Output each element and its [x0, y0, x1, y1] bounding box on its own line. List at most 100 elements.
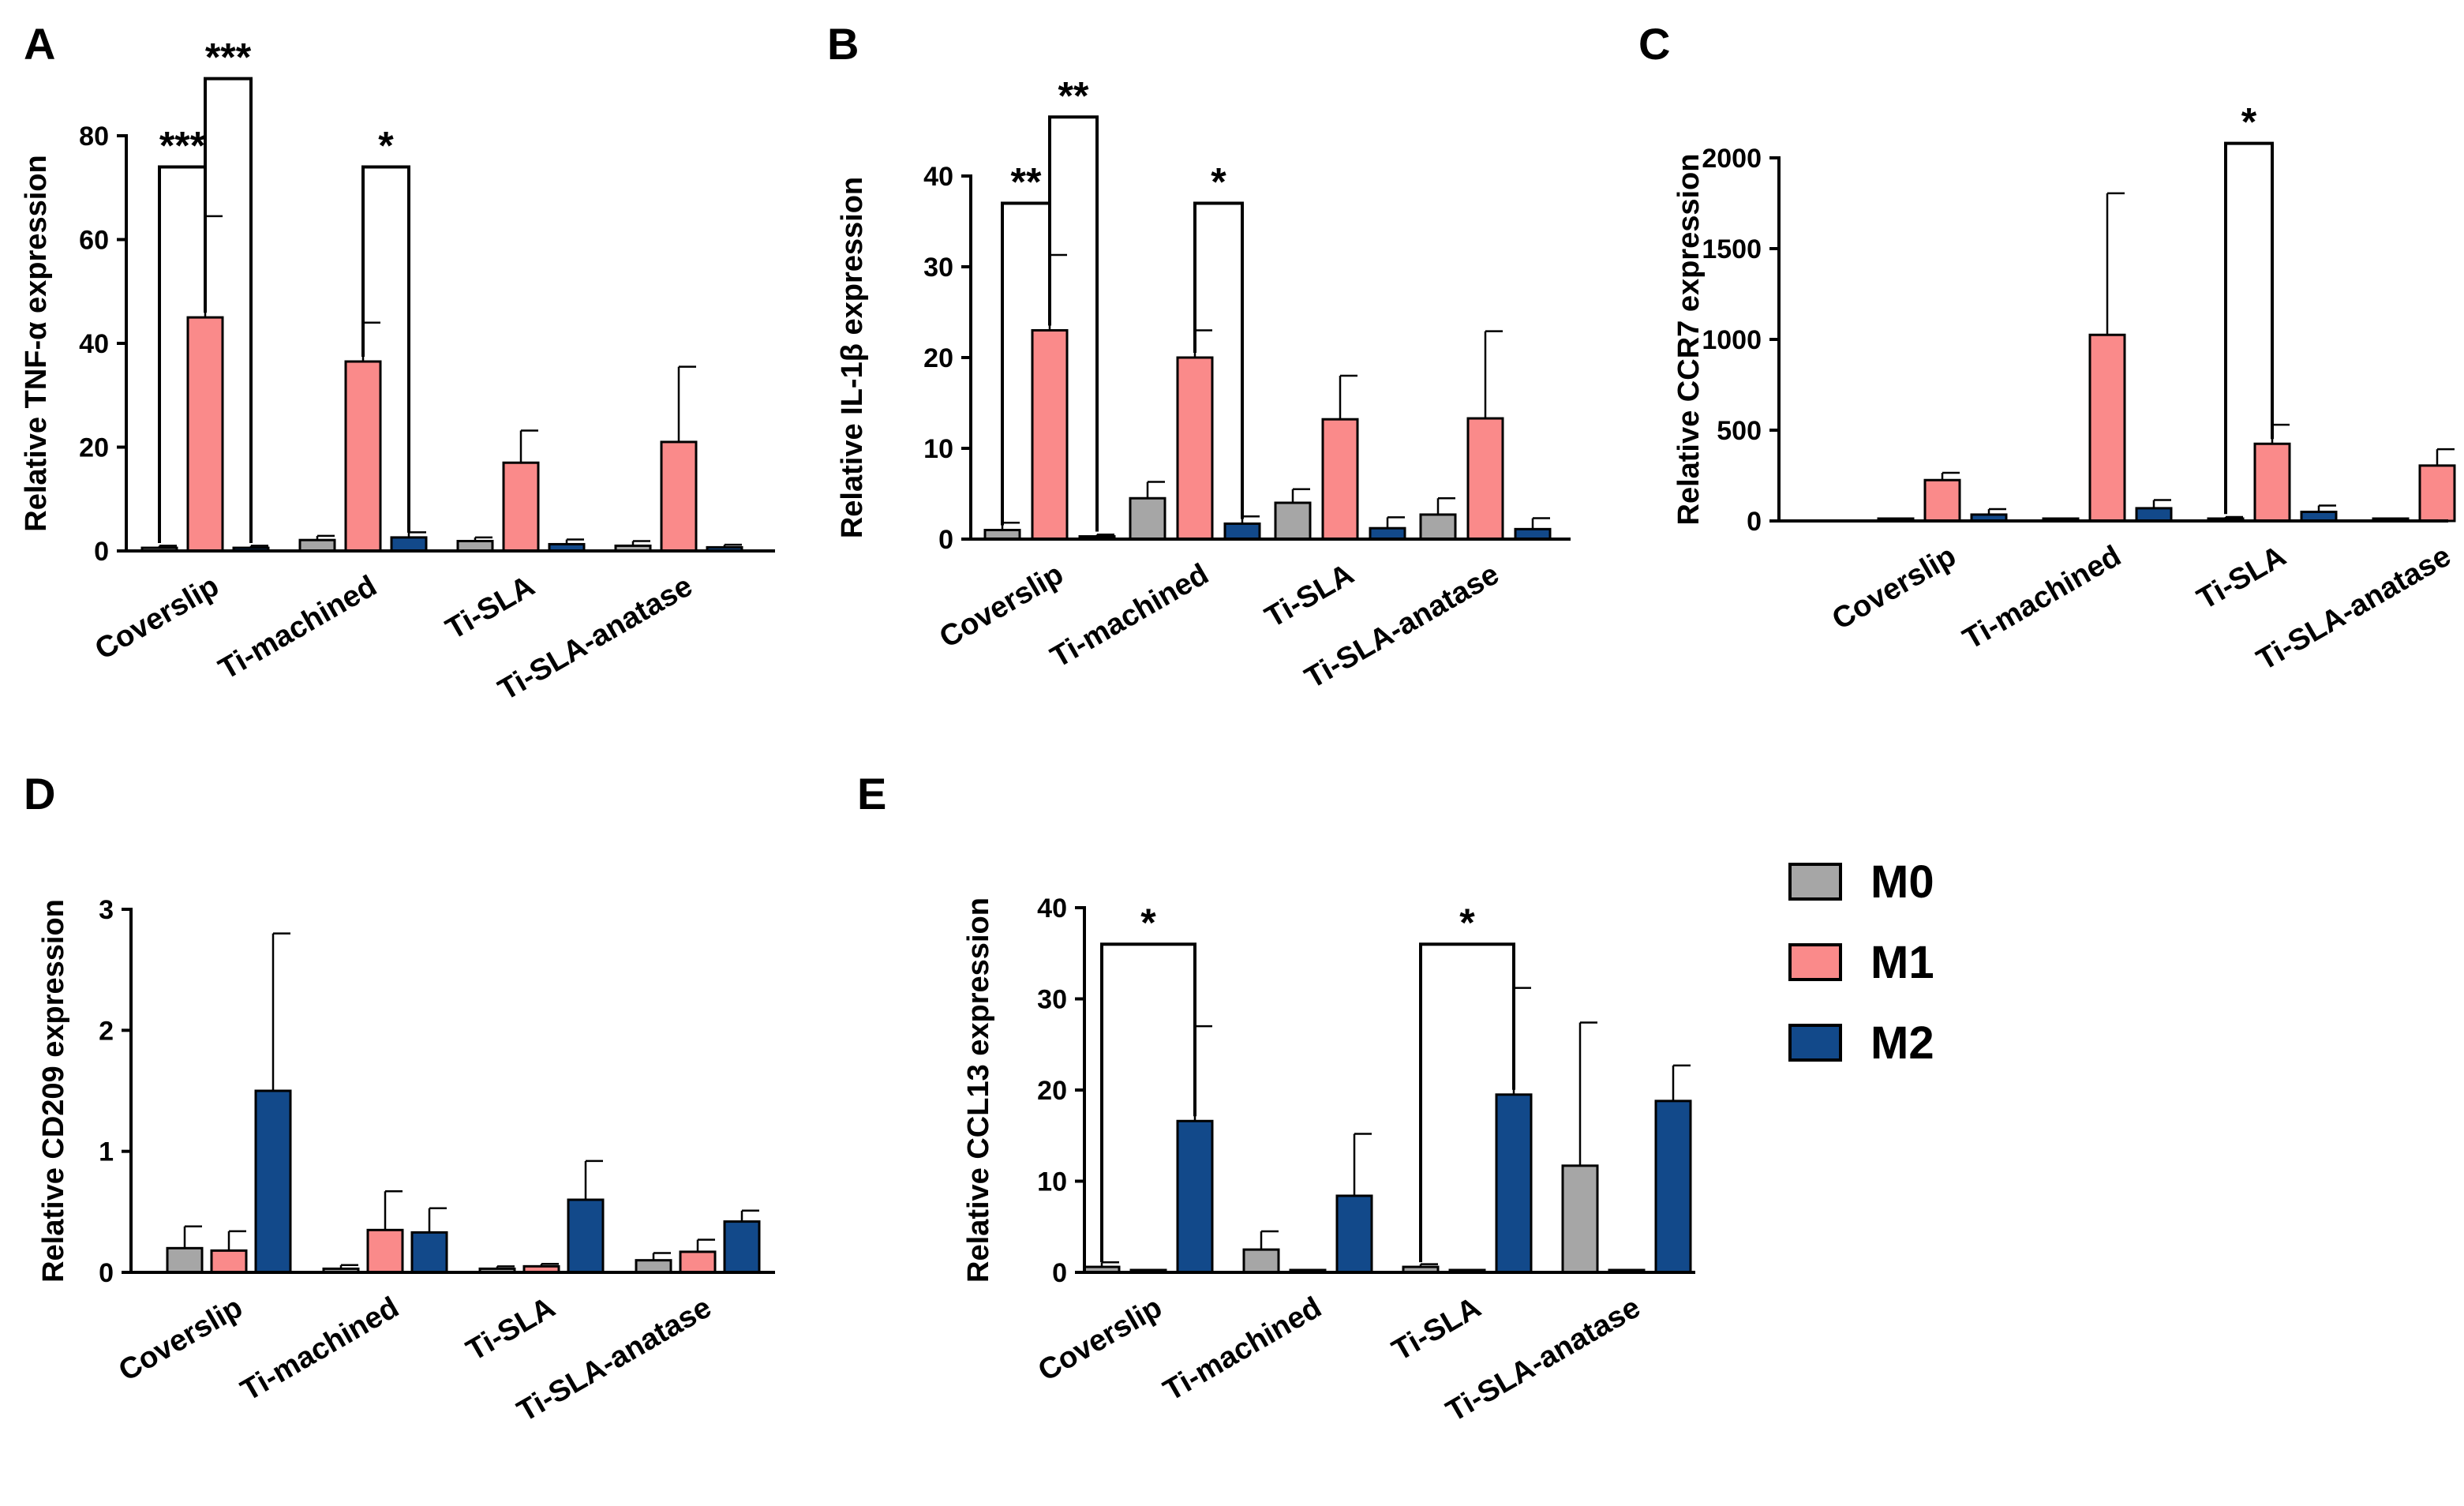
bar-m1 [366, 1228, 404, 1274]
y-axis-title: Relative CD209 expression [37, 899, 70, 1283]
significance-bracket [1193, 201, 1244, 519]
y-tick-label: 60 [79, 226, 109, 256]
bar-m0 [1242, 1248, 1280, 1274]
significance-label: *** [205, 36, 252, 80]
y-tick-label: 0 [1747, 507, 1762, 537]
bar-m0 [635, 1259, 672, 1274]
panel-letter: C [1638, 19, 1670, 69]
bar-m2 [1176, 1119, 1214, 1274]
significance-label: ** [1011, 160, 1042, 204]
y-tick-label: 0 [1052, 1258, 1067, 1288]
y-axis-title: Relative CCL13 expression [962, 897, 995, 1283]
bar-m1 [210, 1249, 248, 1274]
bar-m1 [2418, 464, 2456, 523]
bar-m2 [1495, 1093, 1533, 1274]
legend-swatch-m1 [1788, 943, 1842, 981]
significance-bracket [2224, 141, 2274, 515]
y-tick-label: 500 [1717, 416, 1762, 446]
y-tick-label: 10 [1037, 1167, 1067, 1197]
legend-swatch-m0 [1788, 863, 1842, 901]
x-tick-label: Coverslip [114, 1291, 249, 1388]
y-axis-title: Relative TNF-α expression [20, 155, 53, 531]
y-tick-label: 20 [923, 343, 953, 373]
y-tick-label: 0 [99, 1258, 114, 1288]
significance-bracket [1419, 942, 1515, 1263]
y-tick-label: 30 [923, 253, 953, 283]
bar-m2 [723, 1220, 761, 1274]
significance-label: *** [159, 123, 206, 167]
y-tick-label: 20 [1037, 1076, 1067, 1106]
bar-m0 [1129, 496, 1166, 541]
bar-m2 [410, 1231, 448, 1274]
y-axis-title: Relative CCR7 expression [1672, 154, 1706, 526]
x-tick-label: Coverslip [1033, 1291, 1168, 1388]
x-tick-label: Ti-SLA [1387, 1291, 1486, 1367]
y-tick-label: 2000 [1702, 144, 1762, 174]
x-tick-label: Ti-machined [1158, 1291, 1327, 1407]
x-tick-label: Ti-machined [1045, 557, 1214, 674]
bar-m1 [2253, 442, 2291, 523]
y-tick-label: 1500 [1702, 234, 1762, 264]
bar-m2 [1335, 1194, 1373, 1274]
bar-m1 [502, 461, 540, 553]
significance-label: ** [1058, 73, 1089, 118]
legend-label-m1: M1 [1870, 937, 1934, 988]
significance-label: * [378, 123, 394, 167]
x-tick-label: Ti-machined [213, 569, 382, 686]
bar-m1 [1923, 478, 1961, 523]
significance-bracket [204, 77, 253, 544]
significance-bracket [361, 165, 410, 533]
x-tick-label: Coverslip [934, 557, 1069, 654]
bar-m1 [1176, 356, 1214, 541]
panel-b: B 0 10 20 30 40 Relative IL-1β expression Cover… [827, 19, 1571, 695]
x-tick-label: Coverslip [90, 569, 225, 666]
bar-m0 [1274, 501, 1312, 541]
bar-m1 [1031, 329, 1069, 541]
y-tick-label: 1000 [1702, 325, 1762, 355]
bar-m2 [390, 536, 428, 553]
panel-letter: A [24, 19, 55, 69]
bar-m0 [1419, 513, 1457, 541]
significance-label: * [1211, 160, 1226, 204]
bar-m2 [1654, 1100, 1692, 1274]
x-tick-label: Ti-SLA [1260, 557, 1359, 634]
bar-m1 [344, 360, 382, 553]
bar-m2 [2135, 507, 2173, 523]
bar-m1 [2088, 333, 2126, 523]
legend: M0 M1 M2 [1788, 856, 1934, 1069]
bar-m1 [1321, 418, 1359, 541]
panel-letter: B [827, 19, 859, 69]
panel-a: A 0 20 40 60 80 Relative TNF-α expression Cover… [20, 19, 775, 707]
bar-m0 [1561, 1164, 1599, 1274]
y-tick-label: 0 [94, 537, 109, 567]
legend-label-m0: M0 [1870, 856, 1934, 908]
bar-m1 [186, 316, 224, 553]
panel-letter: D [24, 769, 55, 819]
y-tick-label: 1 [99, 1137, 114, 1167]
bar-m1 [679, 1250, 717, 1274]
significance-label: * [1459, 901, 1475, 945]
y-tick-label: 3 [99, 895, 114, 925]
bar-m1 [1466, 417, 1504, 541]
legend-label-m2: M2 [1870, 1017, 1934, 1069]
y-tick-label: 20 [79, 433, 109, 463]
y-tick-label: 40 [1037, 893, 1067, 923]
y-tick-label: 10 [923, 434, 953, 464]
x-tick-label: Ti-SLA [2192, 539, 2291, 616]
bar-m2 [567, 1198, 605, 1274]
bar-m2 [1369, 526, 1406, 541]
significance-label: * [1140, 901, 1156, 945]
legend-swatch-m2 [1788, 1024, 1842, 1062]
x-tick-label: Ti-machined [235, 1291, 404, 1407]
y-tick-label: 40 [923, 162, 953, 192]
x-tick-label: Ti-SLA [440, 569, 540, 646]
x-tick-label: Ti-SLA [461, 1291, 560, 1367]
significance-bracket [1048, 115, 1099, 532]
y-tick-label: 30 [1037, 985, 1067, 1015]
significance-bracket [1100, 942, 1196, 1263]
y-tick-label: 2 [99, 1016, 114, 1046]
